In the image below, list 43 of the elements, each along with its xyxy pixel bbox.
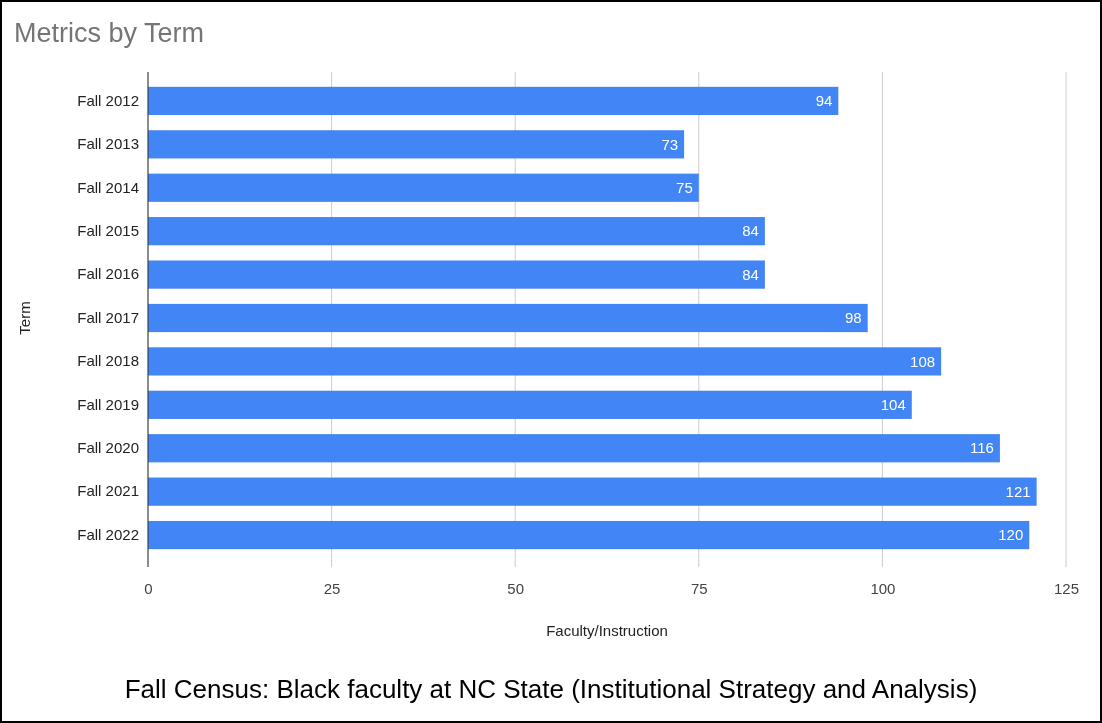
data-label: 104 <box>880 396 906 414</box>
bar <box>148 130 685 159</box>
bar <box>148 260 765 289</box>
x-tick-label: 75 <box>690 579 708 597</box>
x-tick-label: 100 <box>870 579 896 597</box>
data-label: 73 <box>661 135 679 153</box>
data-label: 116 <box>969 439 994 457</box>
y-tick-label: Fall 2021 <box>77 482 139 500</box>
y-axis-title: Term <box>16 301 33 335</box>
data-label: 121 <box>1005 482 1031 500</box>
x-tick-label: 50 <box>507 579 525 597</box>
y-tick-label: Fall 2019 <box>77 395 139 413</box>
bar <box>148 217 765 246</box>
y-tick-label: Fall 2020 <box>77 439 139 457</box>
y-tick-label: Fall 2022 <box>77 525 139 543</box>
x-tick-label: 125 <box>1053 579 1080 597</box>
y-tick-label: Fall 2013 <box>77 135 139 153</box>
x-tick-label: 25 <box>323 579 341 597</box>
data-label: 120 <box>998 526 1024 544</box>
bar <box>148 86 839 116</box>
bar <box>148 303 868 333</box>
bar <box>148 434 1000 463</box>
y-tick-label: Fall 2012 <box>77 91 139 109</box>
data-label: 98 <box>845 309 862 327</box>
x-tick-label: 0 <box>144 579 153 597</box>
data-label: 75 <box>676 179 693 196</box>
bar <box>148 347 942 376</box>
y-tick-label: Fall 2015 <box>77 221 139 239</box>
x-axis-title: Faculty/Instruction <box>546 622 668 639</box>
data-label: 84 <box>742 222 759 240</box>
data-label: 84 <box>742 265 759 283</box>
chart-title: Metrics by Term <box>14 18 205 48</box>
y-tick-label: Fall 2014 <box>77 178 139 196</box>
data-label: 108 <box>910 352 936 370</box>
y-tick-label: Fall 2016 <box>77 265 139 283</box>
bar <box>148 390 912 419</box>
data-label: 94 <box>815 92 833 110</box>
y-tick-label: Fall 2017 <box>77 308 139 326</box>
bar <box>148 477 1037 506</box>
bar <box>148 520 1030 550</box>
y-tick-label: Fall 2018 <box>77 352 139 370</box>
text: Fall Census: Black faculty at NC State (Institutional Strategy and Analysis) <box>124 674 978 704</box>
bar <box>148 173 699 202</box>
